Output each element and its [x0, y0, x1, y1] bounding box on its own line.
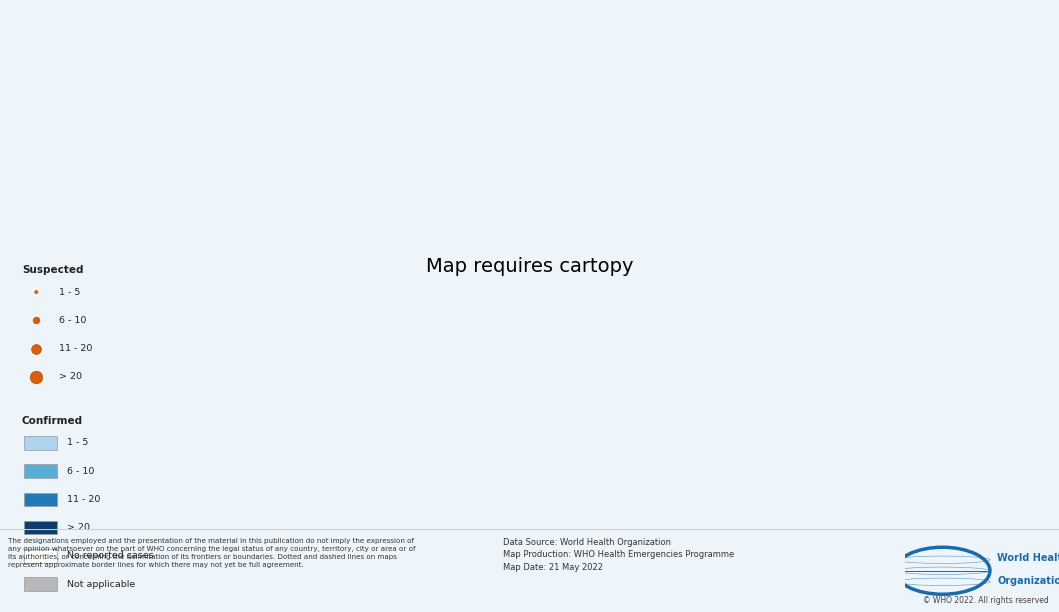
Text: 6 - 10: 6 - 10	[59, 316, 87, 325]
Bar	[24, 493, 57, 506]
Text: > 20: > 20	[68, 523, 90, 532]
Text: 1 - 5: 1 - 5	[59, 288, 80, 297]
Bar	[24, 436, 57, 450]
Point	[28, 344, 44, 354]
Point	[28, 372, 44, 382]
Bar	[24, 521, 57, 534]
Text: 11 - 20: 11 - 20	[68, 495, 101, 504]
Text: Suspected: Suspected	[22, 265, 84, 275]
Text: Not applicable: Not applicable	[68, 580, 136, 589]
Point	[28, 287, 44, 297]
Text: > 20: > 20	[59, 372, 82, 381]
Text: The designations employed and the presentation of the material in this publicati: The designations employed and the presen…	[8, 537, 416, 568]
Text: Map requires cartopy: Map requires cartopy	[426, 256, 633, 276]
Text: Data Source: World Health Organization
Map Production: WHO Health Emergencies Pr: Data Source: World Health Organization M…	[503, 537, 734, 572]
Text: © WHO 2022. All rights reserved: © WHO 2022. All rights reserved	[922, 596, 1048, 605]
Point	[28, 315, 44, 325]
Text: Confirmed: Confirmed	[22, 416, 83, 426]
Text: Organization: Organization	[998, 576, 1059, 586]
Text: World Health: World Health	[998, 553, 1059, 562]
Bar	[24, 549, 57, 562]
Text: 1 - 5: 1 - 5	[68, 438, 89, 447]
Bar	[24, 465, 57, 478]
Text: No reported cases: No reported cases	[68, 551, 154, 561]
Text: 11 - 20: 11 - 20	[59, 344, 92, 353]
Bar	[24, 578, 57, 591]
Text: 6 - 10: 6 - 10	[68, 466, 94, 476]
